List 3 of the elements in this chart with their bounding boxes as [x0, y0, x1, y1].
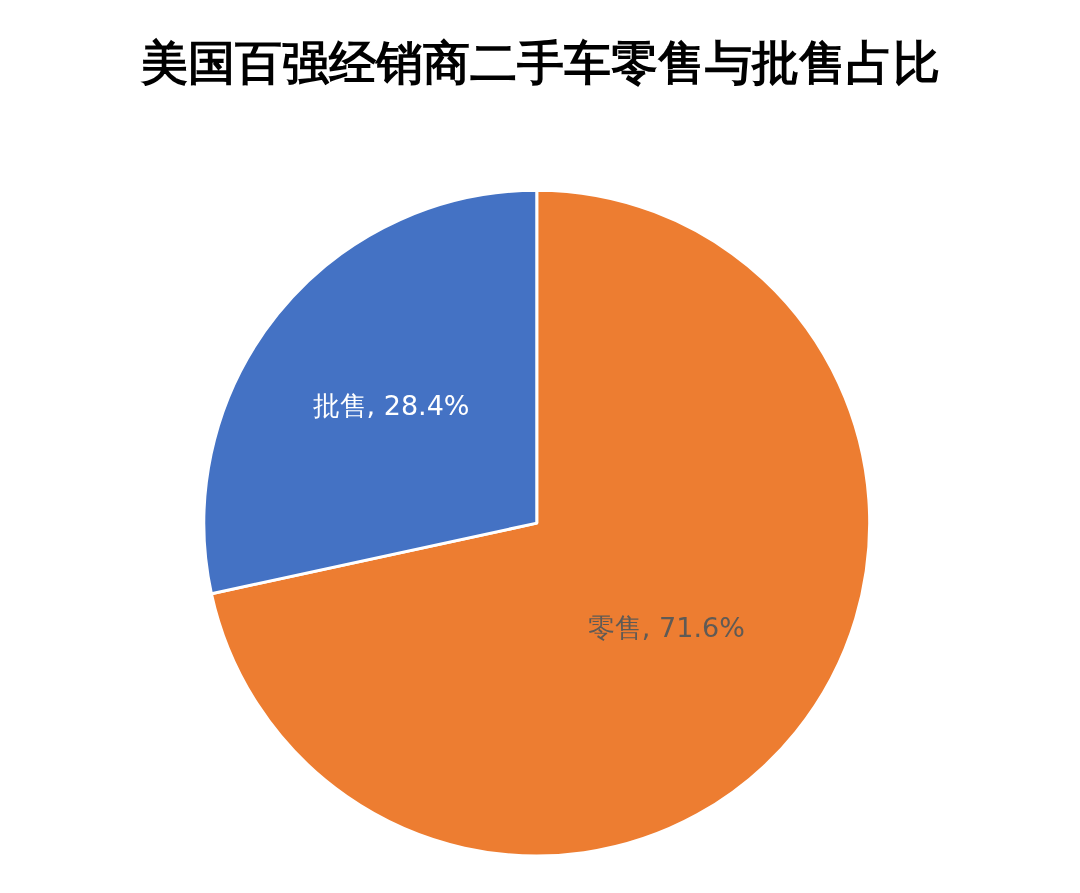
slice-label: 批售, 28.4% [312, 390, 470, 422]
slice-label: 零售, 71.6% [587, 612, 745, 644]
chart-title: 美国百强经销商二手车零售与批售占比 [139, 34, 940, 90]
